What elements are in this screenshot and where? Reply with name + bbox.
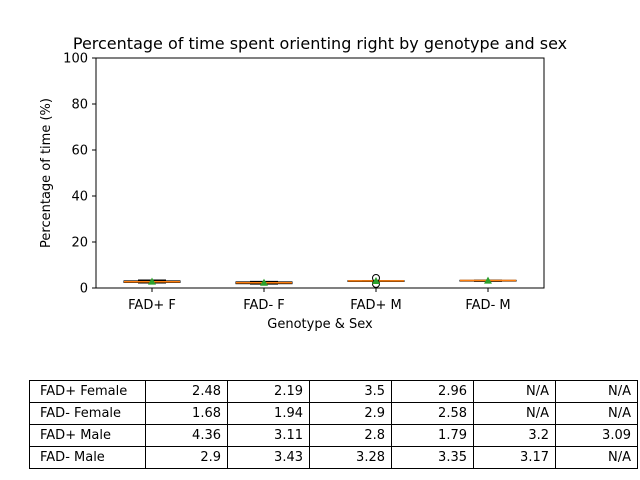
- table-cell: 1.79: [391, 424, 474, 447]
- table-cell: 3.09: [555, 424, 638, 447]
- y-axis: 0 20 40 60 80 100: [63, 52, 96, 297]
- y-axis-label: Percentage of time (%): [39, 98, 54, 248]
- table-row: FAD+ Male 4.36 3.11 2.8 1.79 3.2 3.09: [29, 424, 638, 447]
- mean-marker: [372, 276, 380, 284]
- table-cell: 2.9: [309, 402, 392, 425]
- data-table: FAD+ Female 2.48 2.19 3.5 2.96 N/A N/A FAD- Fem…: [29, 380, 638, 469]
- table-cell: 1.94: [227, 402, 310, 425]
- table-cell: N/A: [473, 380, 556, 403]
- table-cell: 2.9: [145, 446, 228, 469]
- table-cell: N/A: [555, 380, 638, 403]
- y-tick-label: 20: [71, 236, 88, 251]
- box-group: [459, 276, 517, 284]
- x-tick-label: FAD- M: [465, 298, 510, 313]
- table-cell: N/A: [473, 402, 556, 425]
- table-row: FAD- Female 1.68 1.94 2.9 2.58 N/A N/A: [29, 402, 638, 425]
- table-cell: N/A: [555, 446, 638, 469]
- table-cell: 3.5: [309, 380, 392, 403]
- table-cell: 3.35: [391, 446, 474, 469]
- table-cell: 1.68: [145, 402, 228, 425]
- boxes-layer: [123, 273, 517, 288]
- row-label: FAD- Female: [29, 402, 146, 425]
- box-group: [347, 273, 405, 288]
- table-cell: 2.8: [309, 424, 392, 447]
- table-cell: 3.28: [309, 446, 392, 469]
- table-body: FAD+ Female 2.48 2.19 3.5 2.96 N/A N/A FAD- Fem…: [29, 380, 638, 469]
- box-plot-chart: Percentage of time spent orienting right…: [39, 34, 567, 332]
- table-row: FAD- Male 2.9 3.43 3.28 3.35 3.17 N/A: [29, 446, 638, 469]
- x-tick-label: FAD- F: [243, 298, 285, 313]
- y-tick-label: 100: [63, 52, 88, 67]
- mean-marker: [260, 278, 268, 286]
- y-tick-label: 0: [80, 282, 88, 297]
- table-cell: 3.43: [227, 446, 310, 469]
- chart-title: Percentage of time spent orienting right…: [73, 34, 567, 53]
- box-group: [123, 277, 181, 285]
- table-row: FAD+ Female 2.48 2.19 3.5 2.96 N/A N/A: [29, 380, 638, 403]
- table-cell: 2.96: [391, 380, 474, 403]
- mean-marker: [484, 276, 492, 284]
- table-cell: 2.58: [391, 402, 474, 425]
- x-axis: FAD+ F FAD- F FAD+ M FAD- M: [128, 288, 511, 313]
- x-tick-label: FAD+ M: [350, 298, 401, 313]
- row-label: FAD- Male: [29, 446, 146, 469]
- x-tick-label: FAD+ F: [128, 298, 176, 313]
- table-cell: N/A: [555, 402, 638, 425]
- mean-marker: [148, 277, 156, 285]
- y-tick-label: 60: [71, 144, 88, 159]
- row-label: FAD+ Female: [29, 380, 146, 403]
- row-label: FAD+ Male: [29, 424, 146, 447]
- table-cell: 3.17: [473, 446, 556, 469]
- y-tick-label: 80: [71, 98, 88, 113]
- x-axis-label: Genotype & Sex: [267, 317, 373, 332]
- table-cell: 2.48: [145, 380, 228, 403]
- table-cell: 2.19: [227, 380, 310, 403]
- table-cell: 4.36: [145, 424, 228, 447]
- table-cell: 3.11: [227, 424, 310, 447]
- table-cell: 3.2: [473, 424, 556, 447]
- y-tick-label: 40: [71, 190, 88, 205]
- box-group: [235, 278, 293, 286]
- plot-area: [95, 57, 545, 289]
